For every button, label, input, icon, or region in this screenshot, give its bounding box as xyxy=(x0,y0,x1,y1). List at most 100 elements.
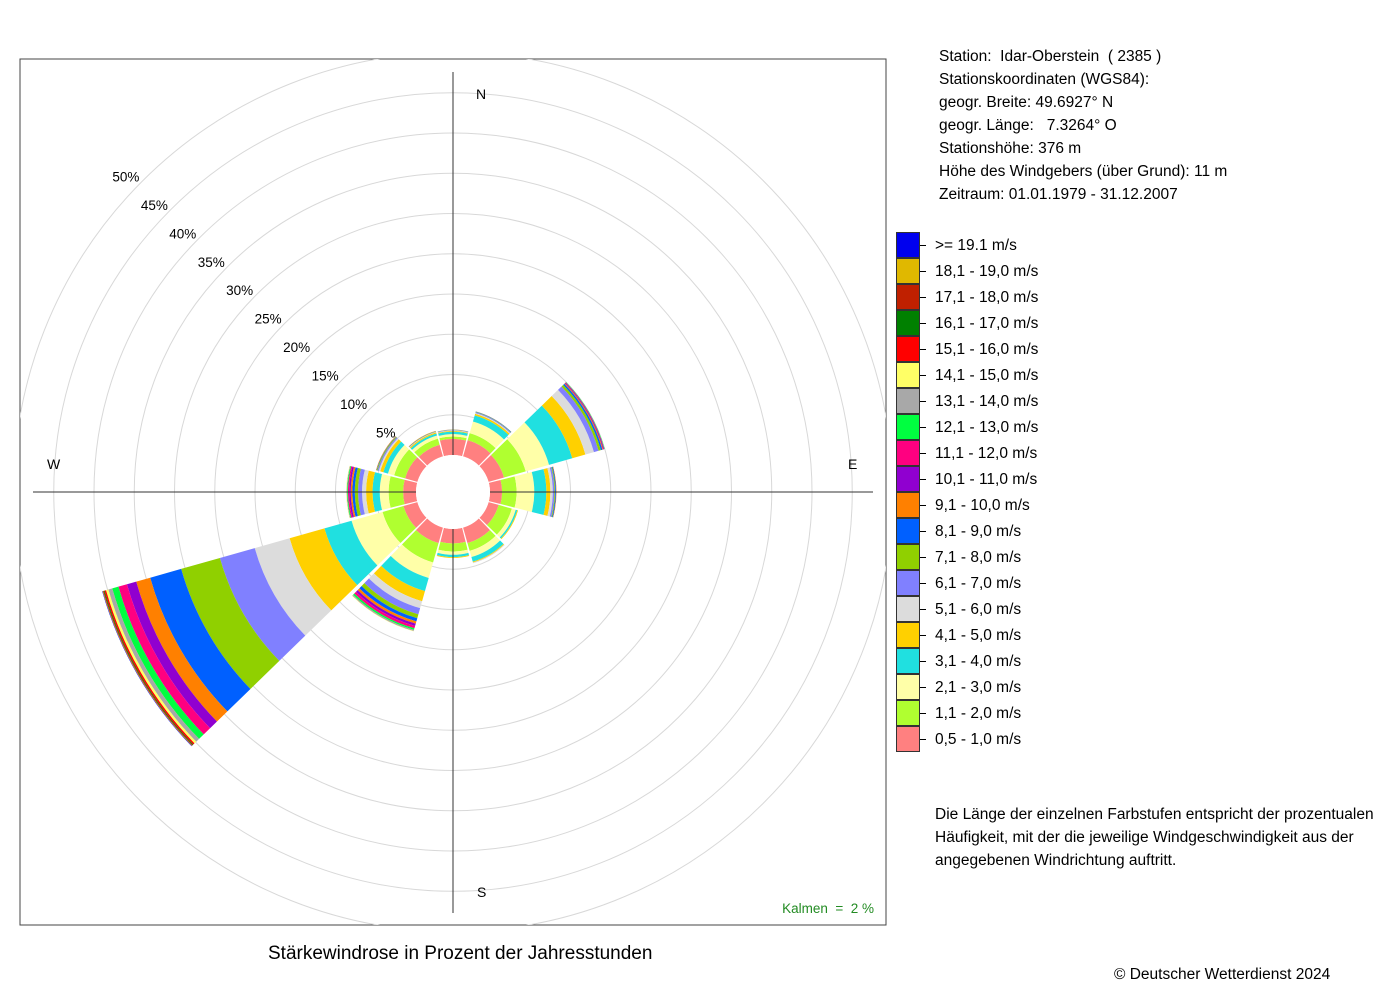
sector-segment xyxy=(355,590,416,626)
sector-segment xyxy=(437,430,469,433)
longitude: geogr. Länge: 7.3264° O xyxy=(939,117,1117,134)
copyright: © Deutscher Wetterdienst 2024 xyxy=(1114,966,1331,983)
sector-segment xyxy=(437,430,469,433)
chart-caption: Stärkewindrose in Prozent der Jahresstun… xyxy=(268,943,653,964)
sector-segment xyxy=(472,415,509,440)
legend-tick xyxy=(920,531,926,532)
legend-swatch xyxy=(896,700,920,726)
legend-tick xyxy=(920,401,926,402)
sector-segment xyxy=(469,421,505,449)
legend-tick xyxy=(920,583,926,584)
legend-label: 2,1 - 3,0 m/s xyxy=(935,679,1022,696)
sector-segment xyxy=(436,555,470,558)
sector-segment xyxy=(403,502,427,528)
ring-label: 50% xyxy=(112,169,139,184)
legend-swatch xyxy=(896,674,920,700)
sector-segment xyxy=(150,568,251,712)
sector-segment xyxy=(467,433,496,454)
legend-swatch xyxy=(896,648,920,674)
sector-segment xyxy=(382,506,417,544)
station-altitude: Stationshöhe: 376 m xyxy=(939,140,1082,157)
sector-segment xyxy=(346,465,350,519)
sector-segment xyxy=(377,437,398,471)
legend-label: >= 19.1 m/s xyxy=(935,237,1017,254)
legend-tick xyxy=(920,557,926,558)
calm-circle xyxy=(416,455,490,529)
legend-tick xyxy=(920,323,926,324)
legend-swatch xyxy=(896,440,920,466)
percent-ring-labels: 5% 10%15%20%25%30%35%40%45%50% xyxy=(112,169,395,440)
legend-swatch xyxy=(896,622,920,648)
sector-segment xyxy=(254,538,332,636)
legend-tick xyxy=(920,453,926,454)
wind-sectors xyxy=(102,382,605,747)
sector-segment xyxy=(552,466,557,518)
legend-swatch xyxy=(896,310,920,336)
sector-segment xyxy=(551,466,556,518)
sector-segment xyxy=(387,444,410,476)
sector-segment xyxy=(112,586,204,739)
legend-label: 17,1 - 18,0 m/s xyxy=(935,289,1039,306)
legend-swatch xyxy=(896,232,920,258)
sector-segment xyxy=(467,530,496,551)
sector-segment xyxy=(118,584,211,735)
ring-label: 15% xyxy=(312,369,339,384)
ring-label: 40% xyxy=(169,226,196,241)
sector-segment xyxy=(359,586,418,622)
sector-segment xyxy=(487,504,512,535)
legend-label: 14,1 - 15,0 m/s xyxy=(935,367,1039,384)
legend-swatch xyxy=(896,518,920,544)
ring-label: 20% xyxy=(283,340,310,355)
sector-segment xyxy=(324,520,378,586)
ring-label: 10% xyxy=(340,397,367,412)
period: Zeitraum: 01.01.1979 - 31.12.2007 xyxy=(939,186,1178,203)
sector-segment xyxy=(289,528,358,611)
sector-segment xyxy=(507,422,550,472)
sector-segment xyxy=(479,454,505,482)
sector-segment xyxy=(496,508,516,538)
legend-label: 16,1 - 17,0 m/s xyxy=(935,315,1039,332)
legend-tick xyxy=(920,245,926,246)
direction-label-e: E xyxy=(848,456,857,472)
sector-segment xyxy=(552,466,557,518)
legend-swatch xyxy=(896,414,920,440)
sector-segment xyxy=(547,467,553,517)
legend-explanation: Die Länge der einzelnen Farbstufen entsp… xyxy=(935,806,1374,869)
sector-segment xyxy=(380,439,402,473)
legend-tick xyxy=(920,739,926,740)
coords-header: Stationskoordinaten (WGS84): xyxy=(939,71,1150,88)
sector-segment xyxy=(126,581,217,729)
sector-segment xyxy=(437,429,469,432)
legend-swatch xyxy=(896,388,920,414)
sector-segment xyxy=(378,438,399,472)
legend-tick xyxy=(920,427,926,428)
sector-segment xyxy=(551,389,594,455)
sector-segment xyxy=(415,518,443,544)
ring-label: 45% xyxy=(141,198,168,213)
sector-segment xyxy=(471,540,504,562)
sector-segment xyxy=(558,386,599,453)
legend-label: 8,1 - 9,0 m/s xyxy=(935,523,1022,540)
ring-label: 5% xyxy=(376,426,396,441)
legend-label: 12,1 - 13,0 m/s xyxy=(935,419,1039,436)
sector-segment xyxy=(414,438,440,457)
sector-segment xyxy=(418,444,443,466)
sector-segment xyxy=(390,544,434,578)
sector-segment xyxy=(409,432,437,449)
sector-segment xyxy=(361,583,419,619)
sector-segment xyxy=(373,565,425,602)
legend-tick xyxy=(920,635,926,636)
sector-segment xyxy=(463,440,491,466)
ring-label: 25% xyxy=(255,312,282,327)
sector-segment xyxy=(401,530,439,563)
sector-segment xyxy=(549,467,555,517)
legend-swatch xyxy=(896,544,920,570)
legend-swatch xyxy=(896,492,920,518)
legend-label: 6,1 - 7,0 m/s xyxy=(935,575,1022,592)
legend-tick xyxy=(920,297,926,298)
sector-segment xyxy=(394,449,418,479)
legend-tick xyxy=(920,479,926,480)
legend-tick xyxy=(920,713,926,714)
sector-segment xyxy=(181,557,280,689)
legend-label: 18,1 - 19,0 m/s xyxy=(935,263,1039,280)
